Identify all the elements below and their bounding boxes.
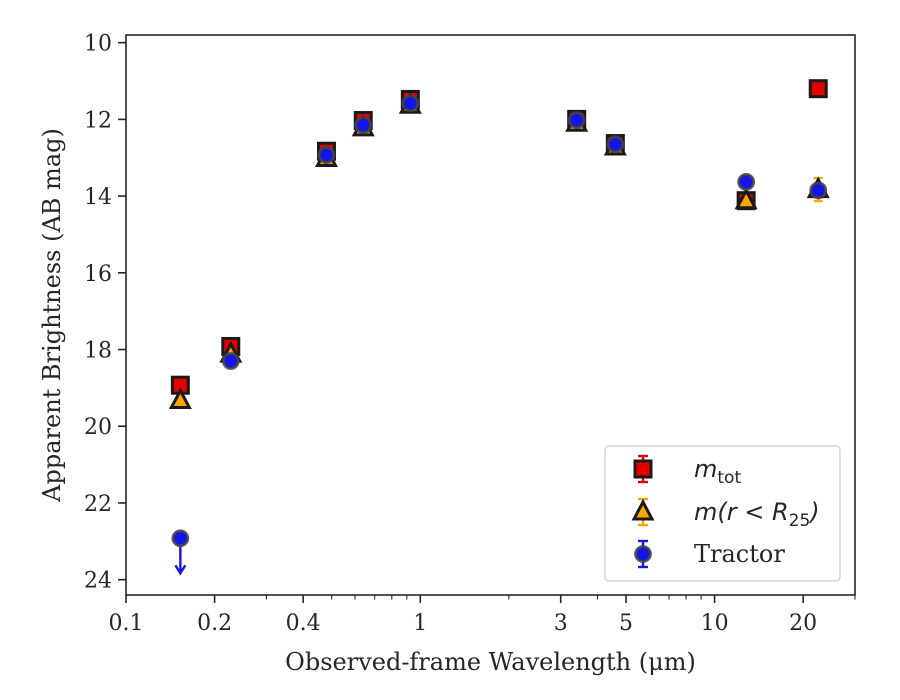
y-tick-label: 24 <box>84 569 112 594</box>
data-point <box>734 187 758 210</box>
x-tick-label: 0.2 <box>197 611 232 636</box>
x-tick-label: 10 <box>701 611 729 636</box>
x-axis-label: Observed-frame Wavelength (μm) <box>285 648 696 676</box>
legend-marker <box>634 545 652 563</box>
upper-limit-arrowhead <box>174 564 187 576</box>
legend-frame <box>604 445 841 582</box>
data-point <box>171 529 190 548</box>
y-axis-label: Apparent Brightness (AB mag) <box>38 128 66 503</box>
legend: mtot m(r < R25) Tractor <box>604 445 841 582</box>
legend-marker <box>631 498 655 521</box>
data-marks <box>168 79 830 576</box>
data-point <box>809 181 828 200</box>
legend-item-1: mtot <box>633 454 741 488</box>
legend-label: m(r < R25) <box>694 498 820 531</box>
y-tick-label: 12 <box>84 108 112 133</box>
data-point <box>401 94 420 113</box>
data-point <box>606 135 625 154</box>
x-tick-label: 3 <box>554 611 568 636</box>
legend-item-3: Tractor <box>634 539 785 569</box>
x-tick-label: 0.1 <box>109 611 144 636</box>
y-tick-label: 14 <box>84 185 112 210</box>
data-point <box>808 79 828 99</box>
y-tick-label: 16 <box>84 262 112 287</box>
data-point <box>168 387 192 410</box>
legend-label: Tractor <box>694 540 785 568</box>
series-3 <box>171 94 828 576</box>
x-tick-label: 0.4 <box>286 611 321 636</box>
x-tick-label: 5 <box>619 611 633 636</box>
x-tick-label: 1 <box>413 611 427 636</box>
y-tick-label: 10 <box>84 32 112 57</box>
data-point <box>221 352 240 370</box>
x-tick-label: 20 <box>789 611 817 636</box>
legend-item-2: m(r < R25) <box>631 497 820 531</box>
legend-marker <box>633 459 653 479</box>
axis-ticks: 0.1 0.2 0.4 1 3 5 10 20 10 12 14 16 18 20 22 24 <box>84 32 856 636</box>
data-point <box>737 173 756 191</box>
data-point <box>317 146 336 164</box>
data-point <box>354 116 373 135</box>
data-point <box>567 111 586 130</box>
legend-label: mtot <box>694 455 741 488</box>
y-tick-label: 18 <box>84 339 112 364</box>
y-tick-label: 22 <box>84 492 112 517</box>
y-tick-label: 20 <box>84 415 112 440</box>
